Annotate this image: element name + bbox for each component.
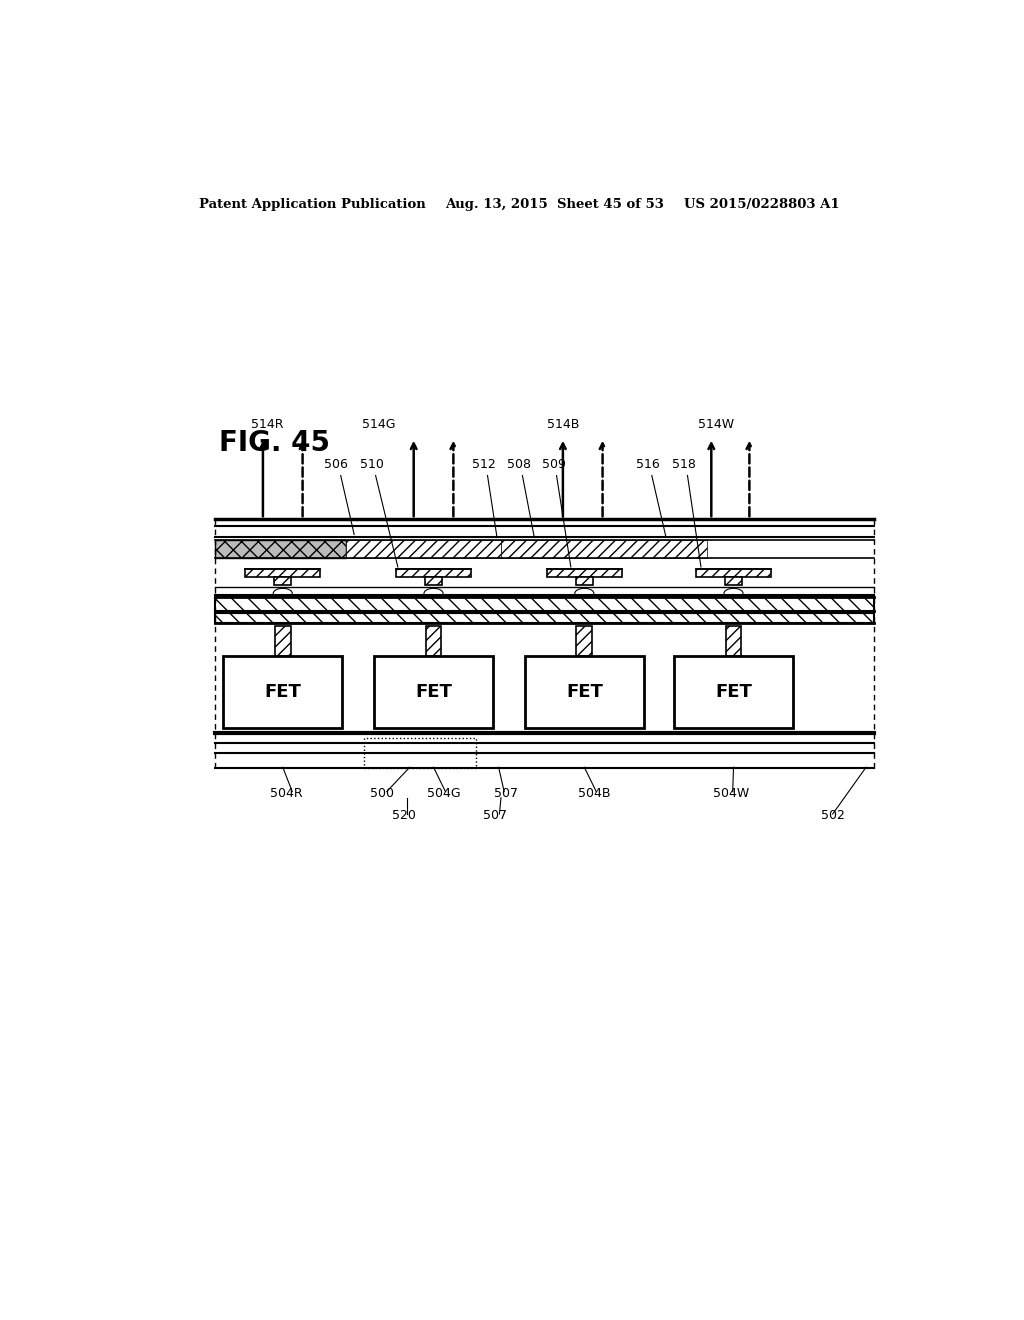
Text: 502: 502	[821, 809, 845, 822]
Text: 509: 509	[543, 458, 566, 471]
Bar	[524, 656, 644, 727]
Text: 504G: 504G	[427, 787, 461, 800]
Bar	[215, 612, 873, 623]
Bar	[346, 540, 501, 558]
Text: FIG. 45: FIG. 45	[219, 429, 331, 457]
Bar	[396, 569, 471, 577]
Bar	[725, 577, 742, 585]
Bar	[215, 540, 346, 558]
Bar	[245, 569, 321, 577]
Text: Aug. 13, 2015  Sheet 45 of 53: Aug. 13, 2015 Sheet 45 of 53	[445, 198, 665, 211]
Text: Patent Application Publication: Patent Application Publication	[200, 198, 426, 211]
Bar	[575, 577, 593, 585]
Bar	[674, 656, 793, 727]
Bar	[501, 540, 708, 558]
Text: 504B: 504B	[579, 787, 611, 800]
Bar	[426, 626, 441, 656]
Text: 504W: 504W	[713, 787, 750, 800]
Bar	[577, 626, 592, 656]
Text: 514G: 514G	[362, 418, 395, 432]
Bar	[696, 569, 771, 577]
Text: 507: 507	[483, 809, 508, 822]
Bar	[215, 598, 873, 611]
Bar	[364, 738, 475, 768]
Bar	[547, 569, 622, 577]
Text: 507: 507	[494, 787, 518, 800]
Bar	[726, 626, 741, 656]
Text: 514W: 514W	[697, 418, 734, 432]
Text: 514B: 514B	[547, 418, 580, 432]
Text: 504R: 504R	[270, 787, 303, 800]
Text: 508: 508	[507, 458, 531, 471]
Text: 506: 506	[324, 458, 348, 471]
Text: FET: FET	[415, 682, 452, 701]
Text: 500: 500	[370, 787, 394, 800]
Bar	[215, 587, 873, 593]
Bar	[274, 626, 291, 656]
Bar	[374, 656, 493, 727]
Text: US 2015/0228803 A1: US 2015/0228803 A1	[684, 198, 839, 211]
Text: 512: 512	[472, 458, 496, 471]
Text: 516: 516	[636, 458, 659, 471]
Text: FET: FET	[566, 682, 603, 701]
Text: 510: 510	[360, 458, 384, 471]
Bar	[274, 577, 292, 585]
Text: 518: 518	[672, 458, 695, 471]
Bar	[425, 577, 442, 585]
Text: 520: 520	[392, 809, 416, 822]
Text: FET: FET	[715, 682, 752, 701]
Bar	[223, 656, 342, 727]
Text: FET: FET	[264, 682, 301, 701]
Text: 514R: 514R	[251, 418, 284, 432]
